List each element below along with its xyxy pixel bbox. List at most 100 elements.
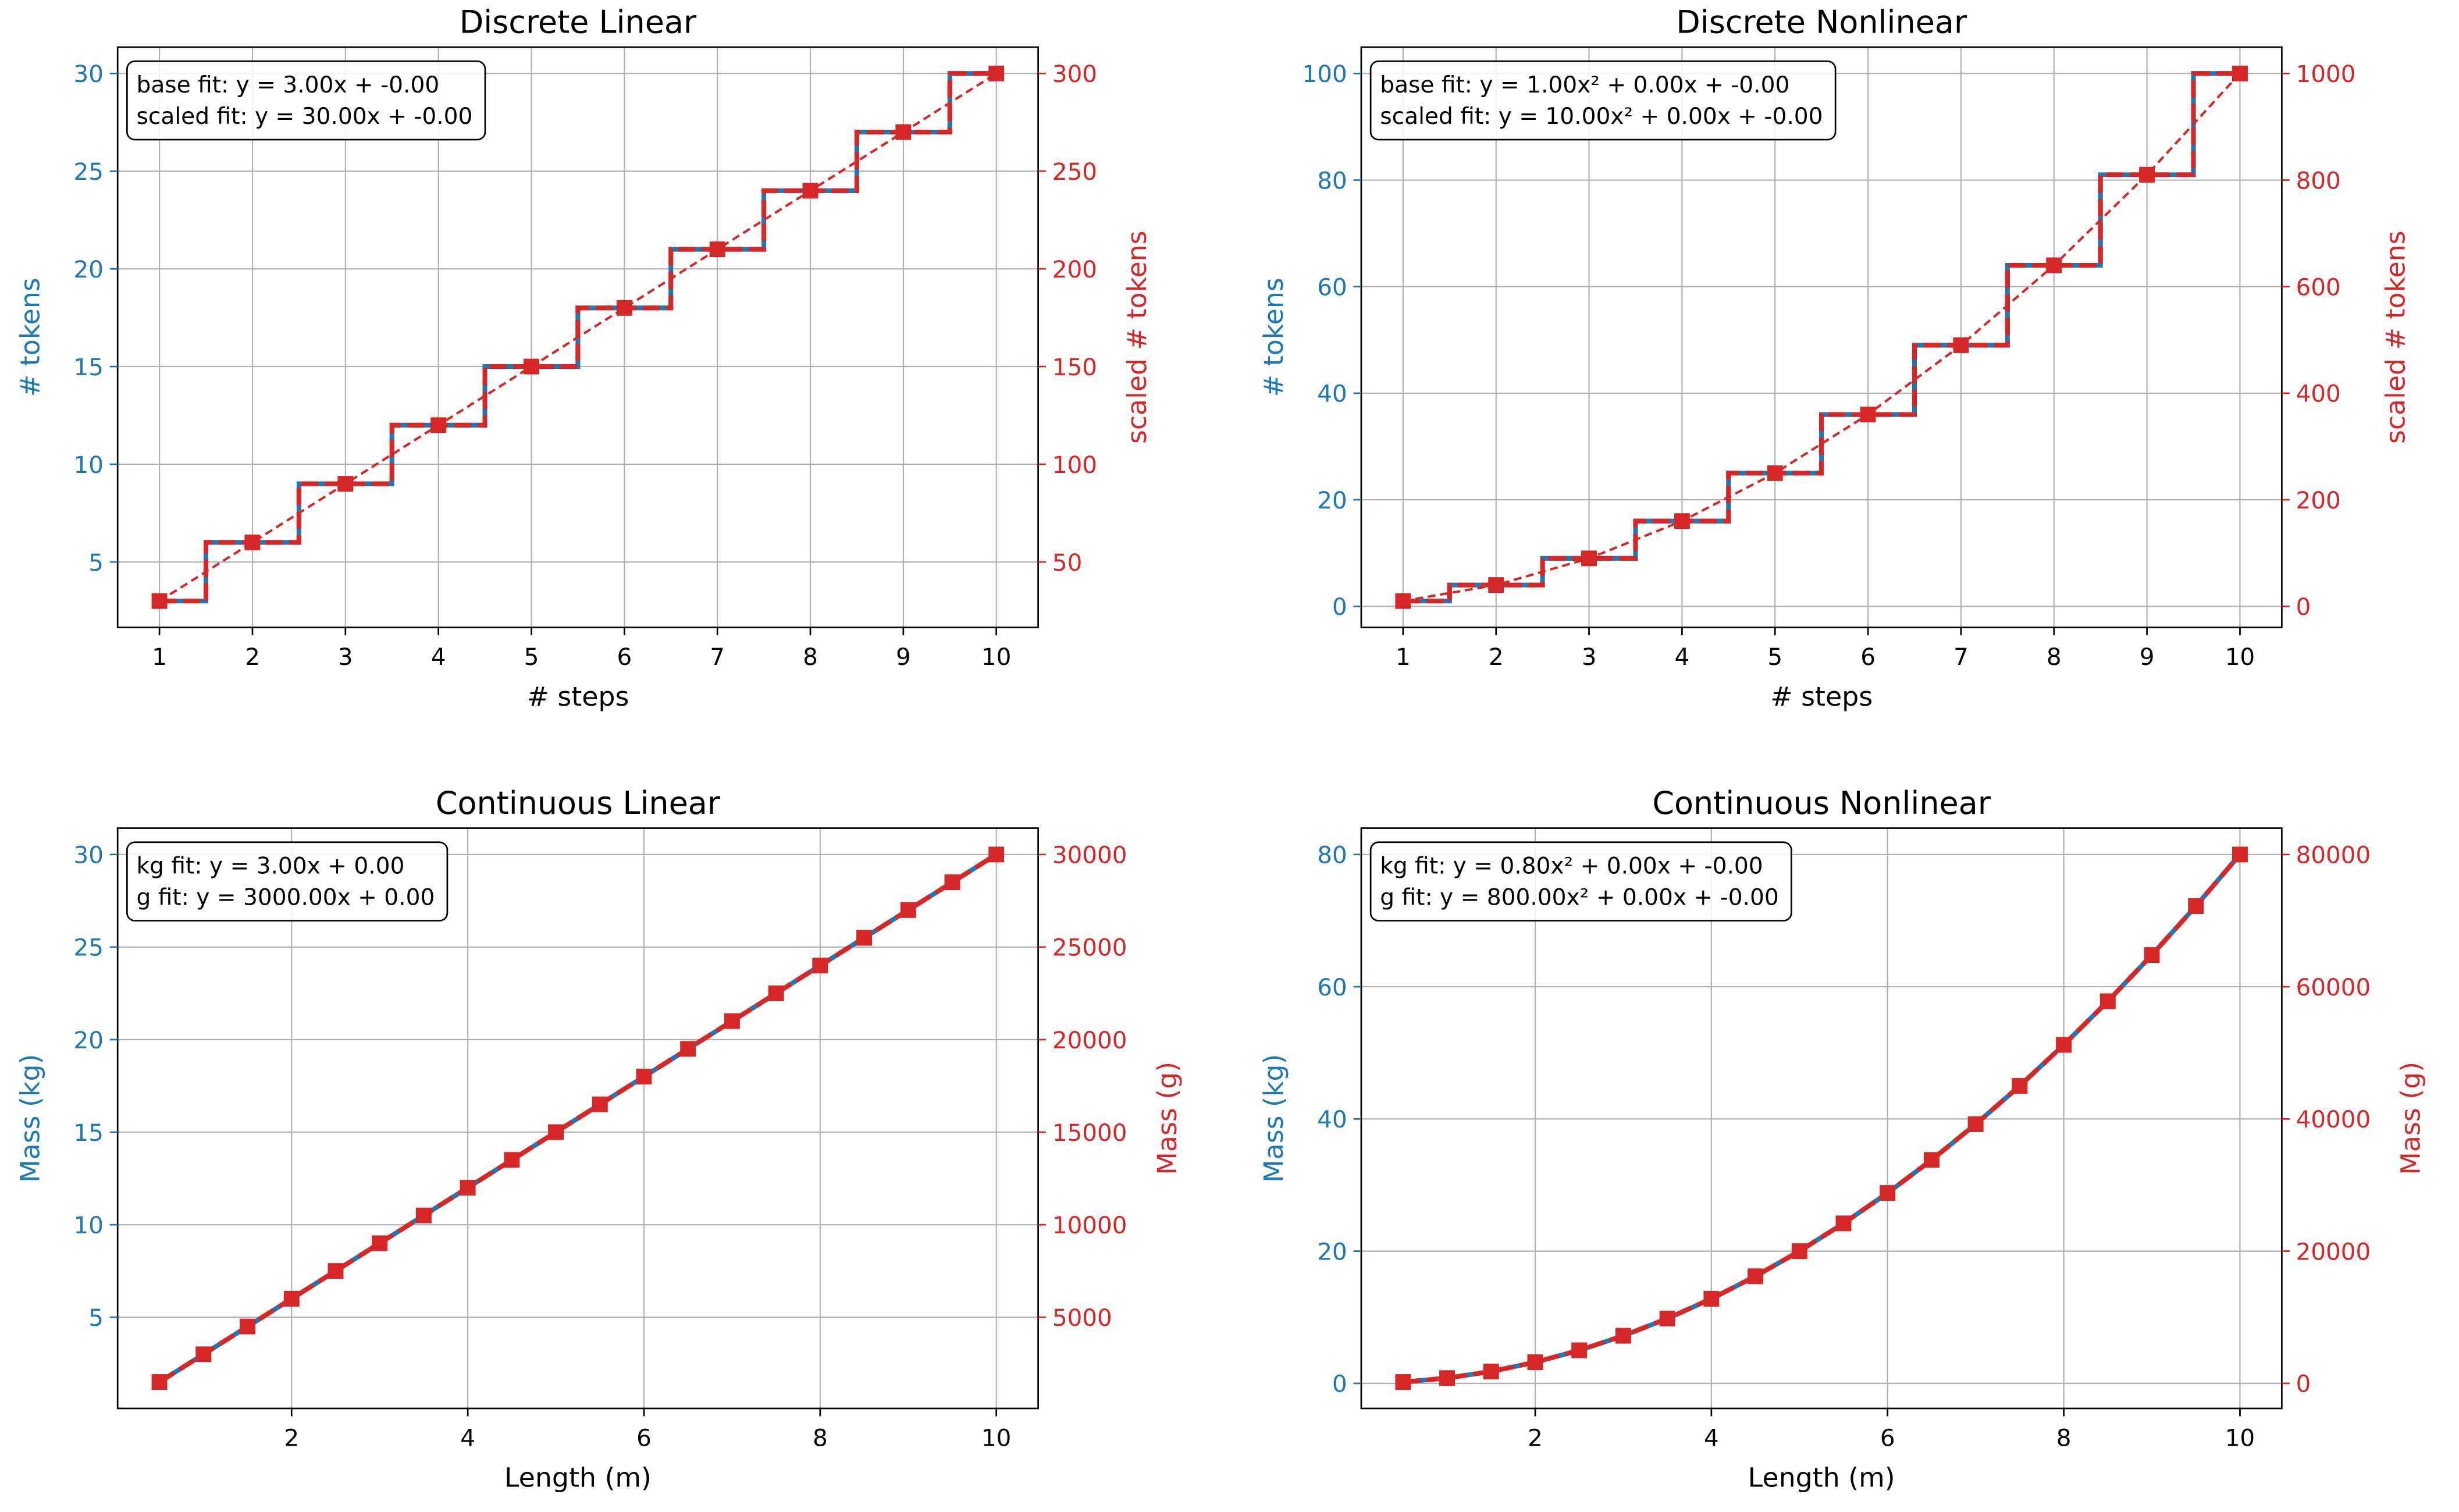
scaled-fit-line [1403, 72, 2241, 603]
y-axis-label: Mass (kg) [1258, 1054, 1289, 1183]
data-point-marker [240, 1318, 256, 1335]
data-point-marker [768, 985, 784, 1001]
y-tick-label: 30 [73, 841, 103, 869]
x-tick-label: 1 [152, 643, 167, 671]
data-point-marker [1748, 1268, 1764, 1285]
legend-text: kg fit: y = 0.80x² + 0.00x + -0.00 [1380, 853, 1763, 880]
data-point-marker [944, 874, 960, 891]
y2-tick-label: 5000 [1052, 1304, 1112, 1332]
plot-area [151, 846, 1005, 1390]
x-tick-label: 6 [636, 1424, 652, 1452]
y-tick-label: 15 [73, 1119, 103, 1147]
y-tick-label: 25 [73, 934, 103, 962]
x-tick-label: 10 [981, 643, 1011, 671]
y2-tick-label: 100 [1052, 451, 1097, 479]
data-point-marker [1860, 407, 1876, 423]
data-point-marker [616, 300, 632, 316]
legend-box [126, 841, 449, 922]
y-tick-label: 5 [88, 549, 104, 577]
y-tick-label: 20 [1317, 486, 1347, 514]
y-tick-label: 15 [73, 353, 103, 381]
legend-text: scaled fit: y = 30.00x + -0.00 [137, 104, 473, 130]
data-point-marker [988, 846, 1005, 863]
data-point-marker [337, 476, 354, 492]
data-point-marker [1880, 1185, 1896, 1201]
y2-tick-label: 200 [2296, 486, 2341, 514]
x-tick-label: 4 [1675, 643, 1690, 671]
scaled-fit-line [159, 72, 997, 602]
y-tick-label: 10 [73, 1211, 103, 1239]
y2-tick-label: 25000 [1052, 934, 1127, 962]
x-tick-label: 2 [245, 643, 260, 671]
x-tick-label: 8 [2047, 643, 2062, 671]
y2-tick-label: 200 [1052, 255, 1097, 283]
series-scaled-line [159, 71, 997, 604]
y2-axis-label: Mass (g) [2395, 1062, 2426, 1175]
data-point-marker [802, 183, 819, 199]
data-point-marker [1791, 1243, 1807, 1260]
x-tick-label: 3 [1582, 643, 1597, 671]
y2-tick-label: 400 [2296, 380, 2341, 408]
x-tick-label: 8 [803, 643, 818, 671]
y2-tick-label: 150 [1052, 353, 1097, 381]
data-point-marker [1835, 1215, 1852, 1232]
fit-legend: kg fit: y = 3.00x + 0.00 g fit: y = 3000.… [126, 841, 449, 922]
fit-legend: base fit: y = 3.00x + -0.00 scaled fit: y… [126, 60, 486, 141]
data-point-marker [151, 593, 168, 609]
x-tick-label: 5 [524, 643, 539, 671]
x-axis-label: Length (m) [1748, 1462, 1895, 1493]
x-tick-label: 10 [2225, 1424, 2255, 1452]
data-point-marker [2012, 1078, 2028, 1094]
data-point-marker [460, 1180, 476, 1196]
y-tick-label: 60 [1317, 973, 1347, 1001]
data-point-marker [2232, 846, 2248, 863]
legend-text: base fit: y = 1.00x² + 0.00x + -0.00 [1380, 72, 1789, 98]
data-point-marker [1659, 1311, 1675, 1327]
data-point-marker [1571, 1342, 1588, 1358]
data-point-marker [548, 1124, 564, 1140]
legend-text: base fit: y = 3.00x + -0.00 [137, 72, 440, 98]
data-point-marker [988, 65, 1005, 81]
plot-area [1395, 65, 2248, 609]
y-tick-label: 40 [1317, 380, 1347, 408]
data-point-marker [2056, 1037, 2072, 1053]
data-point-marker [895, 124, 912, 140]
y2-tick-label: 300 [1052, 60, 1097, 88]
data-point-marker [1703, 1290, 1720, 1307]
legend-text: g fit: y = 800.00x² + 0.00x + -0.00 [1380, 885, 1778, 911]
axes-frame [116, 46, 1039, 628]
data-point-marker [1923, 1152, 1940, 1168]
x-tick-label: 9 [896, 643, 911, 671]
subplot-1: 1 2 3 4 5 6 7 8 9 10 5 10 15 20 25 30 50 100 150 200 250 300 D… [14, 4, 1152, 712]
y2-axis-label: Mass (g) [1151, 1062, 1183, 1175]
series-base-line [1403, 71, 2240, 604]
data-point-marker [592, 1096, 608, 1112]
y-tick-label: 30 [73, 60, 103, 88]
data-point-marker [2099, 993, 2116, 1009]
data-point-marker [1967, 1116, 1984, 1132]
legend-text: scaled fit: y = 10.00x² + 0.00x + -0.00 [1380, 104, 1823, 130]
x-tick-label: 7 [710, 643, 725, 671]
x-tick-label: 5 [1767, 643, 1782, 671]
x-tick-label: 3 [338, 643, 353, 671]
plot-area [151, 65, 1005, 609]
y2-tick-label: 600 [2296, 273, 2341, 301]
data-point-marker [1615, 1328, 1631, 1344]
x-tick-label: 1 [1396, 643, 1411, 671]
data-point-marker [1483, 1363, 1499, 1379]
y2-tick-label: 15000 [1052, 1119, 1127, 1147]
x-tick-label: 8 [813, 1424, 828, 1452]
data-point-marker [1488, 577, 1504, 593]
data-point-marker [1395, 1374, 1411, 1390]
y-tick-label: 40 [1317, 1105, 1347, 1133]
y-tick-label: 20 [73, 255, 103, 283]
fit-legend: base fit: y = 1.00x² + 0.00x + -0.00 scal… [1369, 60, 1837, 141]
y-tick-label: 10 [73, 451, 103, 479]
y-tick-label: 0 [1332, 593, 1347, 621]
x-tick-label: 2 [284, 1424, 299, 1452]
fit-legend: kg fit: y = 0.80x² + 0.00x + -0.00 g fit:… [1369, 841, 1792, 922]
legend-text: g fit: y = 3000.00x + 0.00 [137, 885, 435, 911]
x-tick-label: 9 [2140, 643, 2155, 671]
data-point-marker [504, 1152, 520, 1168]
legend-box [1369, 60, 1837, 141]
